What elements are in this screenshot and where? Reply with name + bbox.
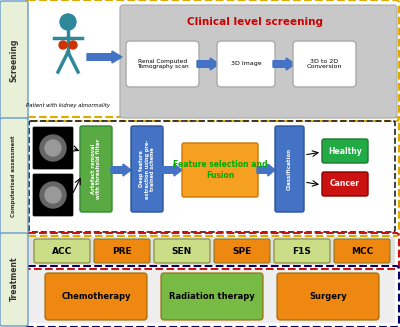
FancyBboxPatch shape bbox=[217, 41, 275, 87]
FancyBboxPatch shape bbox=[274, 239, 330, 263]
Text: Cancer: Cancer bbox=[330, 180, 360, 188]
Text: Radiation therapy: Radiation therapy bbox=[169, 292, 255, 301]
Text: SPE: SPE bbox=[232, 247, 252, 255]
Circle shape bbox=[45, 187, 61, 203]
Text: 3D Image: 3D Image bbox=[231, 61, 261, 66]
Text: Computerised assessment: Computerised assessment bbox=[12, 135, 16, 217]
Text: PRE: PRE bbox=[112, 247, 132, 255]
Circle shape bbox=[59, 41, 67, 49]
FancyBboxPatch shape bbox=[214, 239, 270, 263]
Polygon shape bbox=[111, 164, 131, 176]
Circle shape bbox=[69, 41, 77, 49]
FancyBboxPatch shape bbox=[154, 239, 210, 263]
Circle shape bbox=[40, 182, 66, 208]
FancyBboxPatch shape bbox=[322, 172, 368, 196]
Polygon shape bbox=[162, 164, 182, 176]
FancyBboxPatch shape bbox=[120, 5, 397, 118]
FancyBboxPatch shape bbox=[182, 143, 258, 197]
Text: Classification: Classification bbox=[287, 148, 292, 190]
FancyBboxPatch shape bbox=[33, 174, 73, 216]
FancyBboxPatch shape bbox=[293, 41, 356, 87]
FancyBboxPatch shape bbox=[29, 270, 395, 323]
Text: Screening: Screening bbox=[10, 38, 18, 82]
Text: MCC: MCC bbox=[351, 247, 373, 255]
FancyBboxPatch shape bbox=[334, 239, 390, 263]
Text: SEN: SEN bbox=[172, 247, 192, 255]
Text: Healthy: Healthy bbox=[328, 146, 362, 156]
Text: Artefact removal
with threshold filter: Artefact removal with threshold filter bbox=[90, 139, 102, 199]
FancyBboxPatch shape bbox=[275, 126, 304, 212]
FancyBboxPatch shape bbox=[131, 126, 163, 212]
FancyBboxPatch shape bbox=[29, 237, 395, 265]
Circle shape bbox=[60, 14, 76, 30]
Text: Feature selection and
Fusion: Feature selection and Fusion bbox=[173, 160, 267, 180]
FancyBboxPatch shape bbox=[34, 239, 90, 263]
FancyBboxPatch shape bbox=[126, 41, 199, 87]
Text: Chemotherapy: Chemotherapy bbox=[61, 292, 131, 301]
Polygon shape bbox=[197, 58, 219, 70]
Text: Patient with kidney abnormality: Patient with kidney abnormality bbox=[26, 103, 110, 108]
FancyBboxPatch shape bbox=[33, 127, 73, 169]
Text: ACC: ACC bbox=[52, 247, 72, 255]
Text: Treatment: Treatment bbox=[10, 257, 18, 301]
FancyBboxPatch shape bbox=[0, 118, 28, 235]
FancyBboxPatch shape bbox=[80, 126, 112, 212]
Text: 3D to 2D
Conversion: 3D to 2D Conversion bbox=[307, 59, 342, 69]
FancyBboxPatch shape bbox=[0, 233, 28, 326]
Text: Deep feature
extraction using pre-
trained scheme: Deep feature extraction using pre- train… bbox=[139, 139, 155, 199]
Circle shape bbox=[40, 135, 66, 161]
FancyBboxPatch shape bbox=[0, 1, 28, 120]
Polygon shape bbox=[87, 51, 122, 63]
Circle shape bbox=[45, 140, 61, 156]
FancyBboxPatch shape bbox=[277, 273, 379, 320]
Text: F1S: F1S bbox=[292, 247, 312, 255]
FancyBboxPatch shape bbox=[94, 239, 150, 263]
Text: Renal Computed
Tomography scan: Renal Computed Tomography scan bbox=[137, 59, 188, 69]
FancyBboxPatch shape bbox=[322, 139, 368, 163]
FancyBboxPatch shape bbox=[161, 273, 263, 320]
Text: Clinical level screening: Clinical level screening bbox=[187, 17, 323, 27]
Text: Surgery: Surgery bbox=[309, 292, 347, 301]
FancyBboxPatch shape bbox=[45, 273, 147, 320]
Polygon shape bbox=[257, 164, 275, 176]
Polygon shape bbox=[273, 58, 295, 70]
